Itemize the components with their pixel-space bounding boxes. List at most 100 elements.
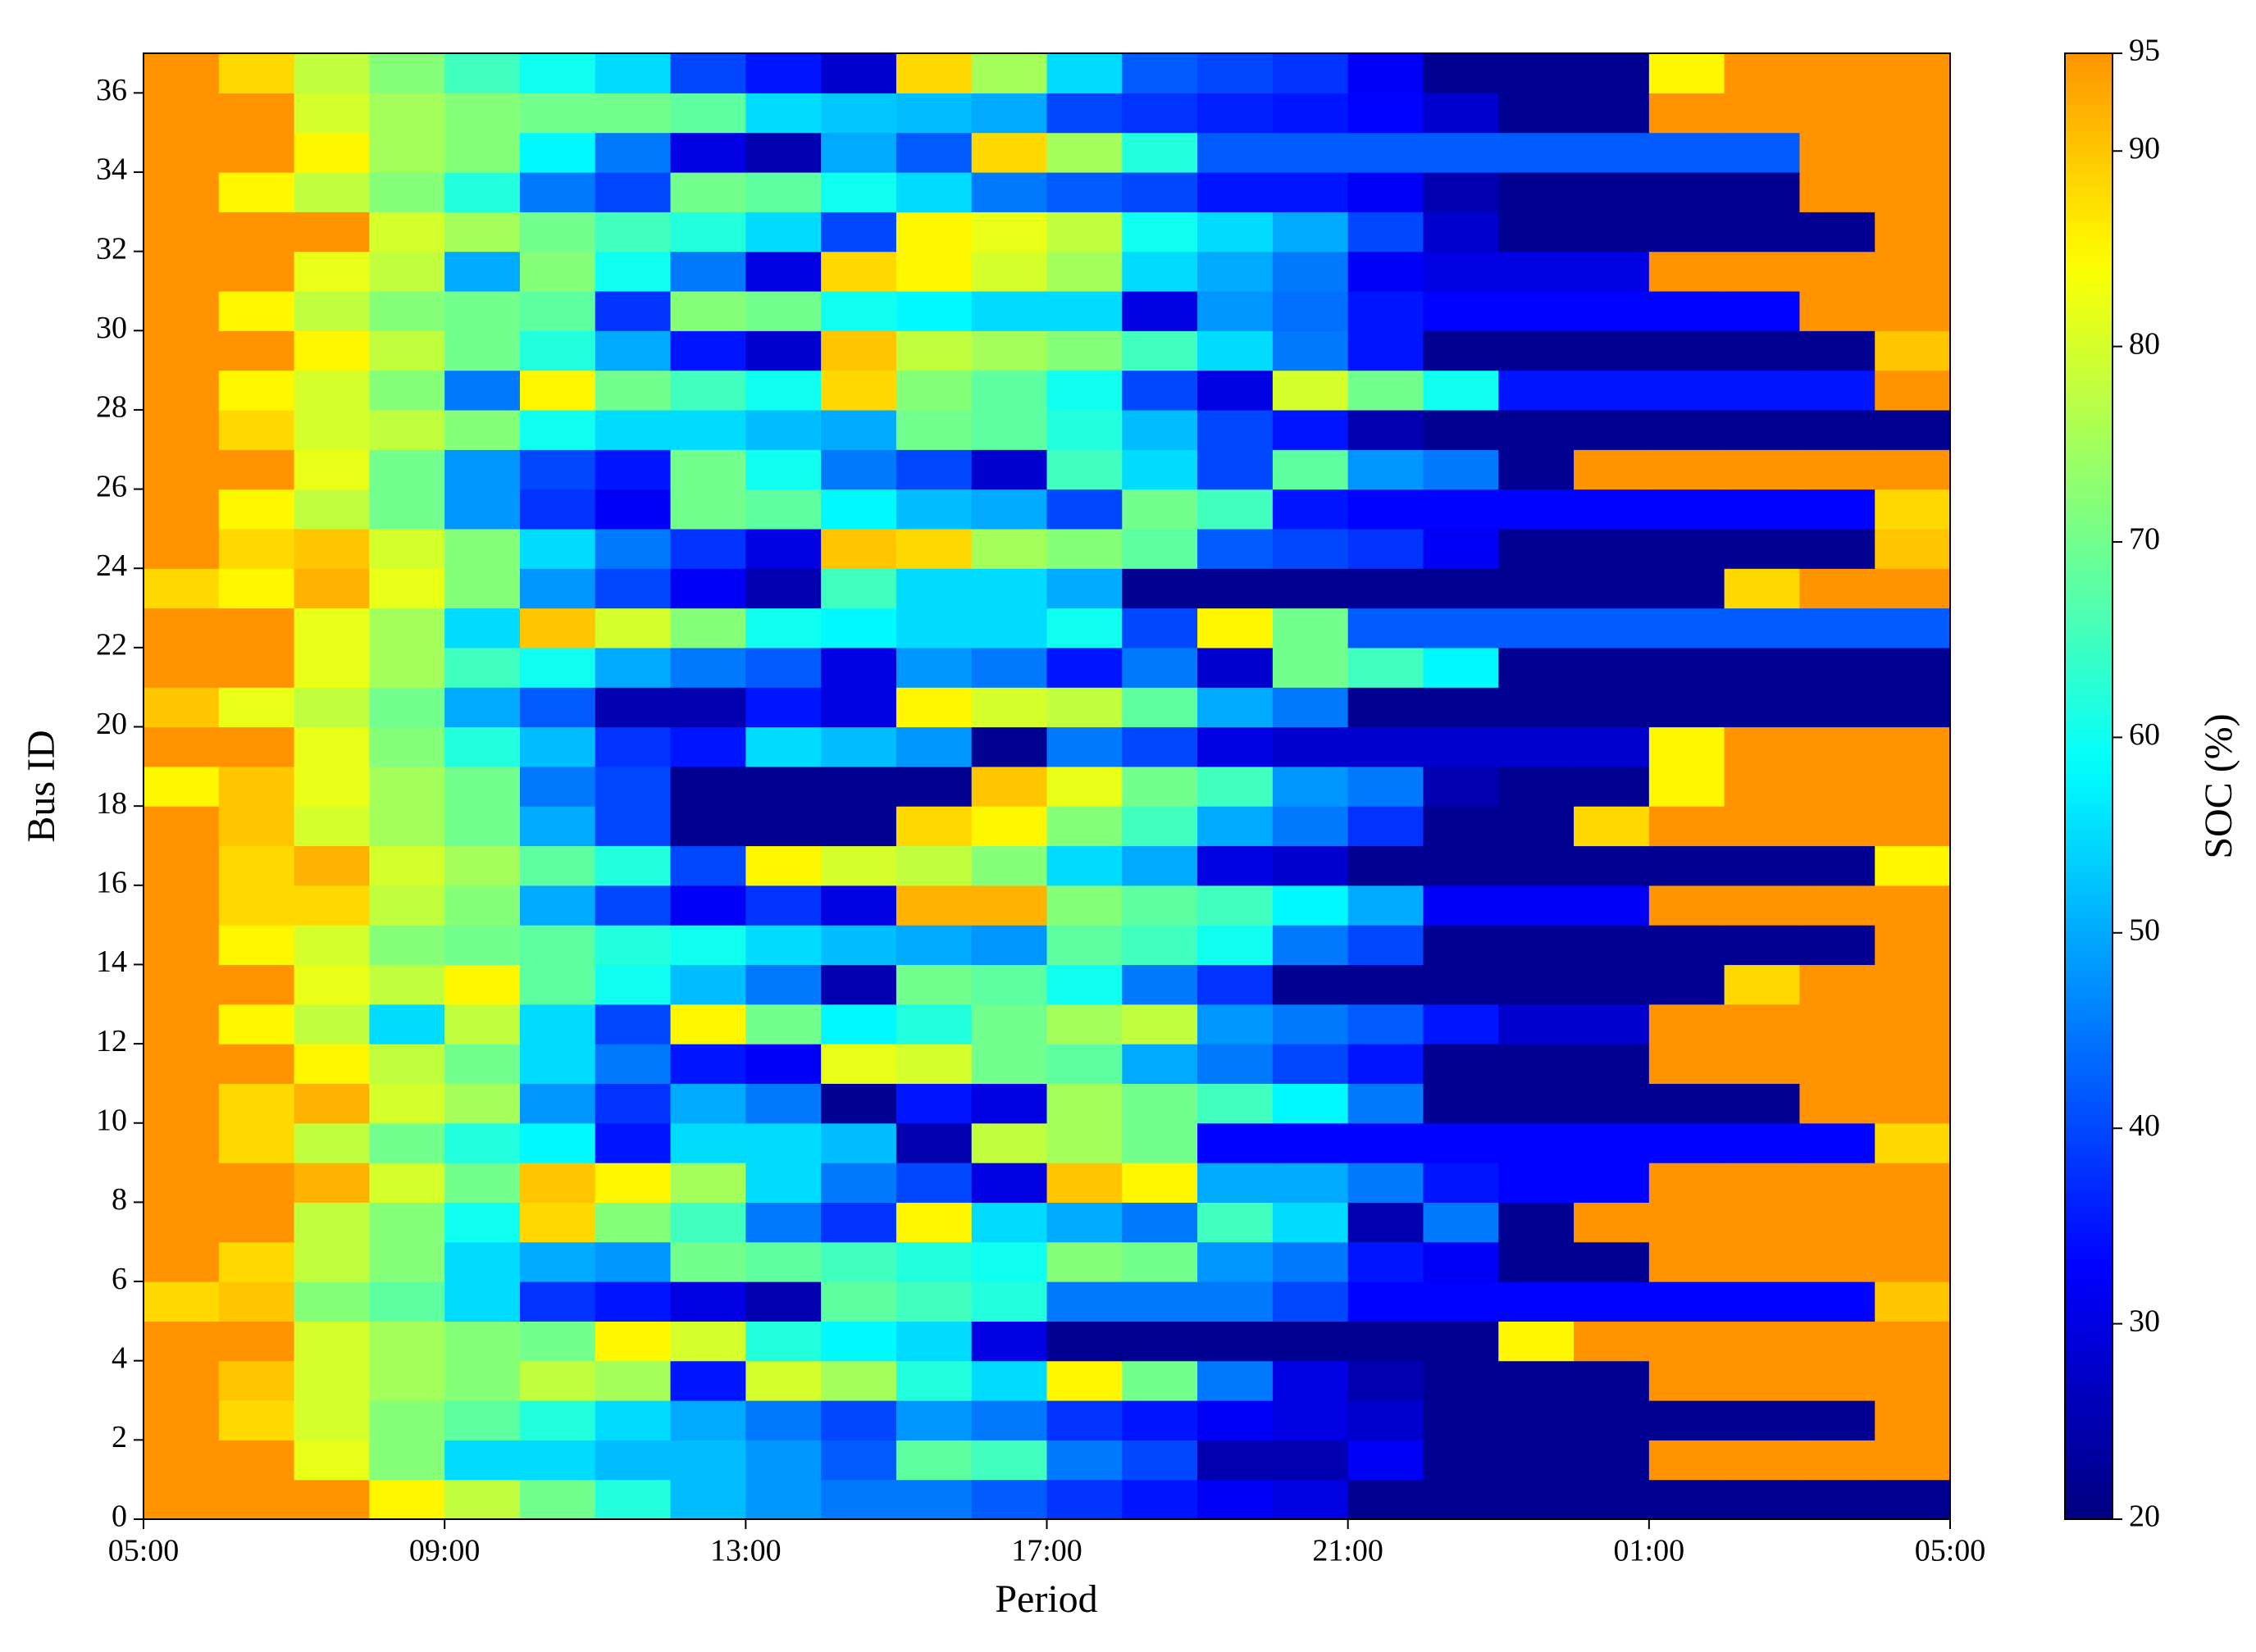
heat-cell <box>1799 528 1875 569</box>
heat-cell <box>670 885 746 926</box>
heat-cell <box>144 845 220 886</box>
heat-cell <box>1272 845 1349 886</box>
heat-cell <box>1648 1122 1725 1163</box>
heat-cell <box>444 806 521 847</box>
heat-cell <box>1875 1122 1951 1163</box>
heat-cell <box>218 608 295 649</box>
heat-cell <box>1197 1360 1274 1401</box>
heat-cell <box>519 845 596 886</box>
heat-cell <box>1347 1202 1424 1243</box>
y-tick-label: 32 <box>96 231 127 266</box>
heat-cell <box>1875 1163 1951 1204</box>
heat-cell <box>971 885 1048 926</box>
heat-cell <box>519 528 596 569</box>
heat-cell <box>218 964 295 1005</box>
heat-cell <box>1272 1122 1349 1163</box>
heat-cell <box>745 1281 822 1322</box>
heat-cell <box>1498 1202 1575 1243</box>
heat-cell <box>369 647 445 688</box>
heat-cell <box>1122 93 1198 134</box>
heat-cell <box>1272 330 1349 371</box>
heat-cell <box>595 370 672 411</box>
heat-cell <box>896 1122 973 1163</box>
heat-cell <box>218 1122 295 1163</box>
heat-cell <box>1648 370 1725 411</box>
heat-cell <box>1272 1440 1349 1481</box>
heat-cell <box>595 845 672 886</box>
heat-cell <box>1875 1083 1951 1124</box>
heat-cell <box>971 845 1048 886</box>
heat-cell <box>1574 885 1650 926</box>
y-tick-label: 22 <box>96 628 127 662</box>
heat-cell <box>1724 132 1801 173</box>
y-tick-label: 10 <box>96 1103 127 1137</box>
heat-cell <box>294 726 370 767</box>
heat-cell <box>1724 330 1801 371</box>
heat-cell <box>1875 1321 1951 1362</box>
heat-cell <box>821 1163 897 1204</box>
heat-cell <box>896 806 973 847</box>
heat-cell <box>444 409 521 450</box>
heat-cell <box>1875 528 1951 569</box>
heat-cell <box>369 93 445 134</box>
heat-cell <box>1423 1321 1499 1362</box>
heat-cell <box>821 290 897 331</box>
heat-cell <box>821 964 897 1005</box>
heat-cell <box>1197 806 1274 847</box>
heat-cell <box>294 885 370 926</box>
heat-cell <box>1272 449 1349 490</box>
heat-cell <box>1272 1163 1349 1204</box>
heat-cell <box>971 1400 1048 1440</box>
heat-cell <box>1122 1360 1198 1401</box>
heat-cell <box>1799 726 1875 767</box>
heat-cell <box>595 449 672 490</box>
heat-cell <box>519 449 596 490</box>
heat-cell <box>1724 687 1801 728</box>
heat-cell <box>745 845 822 886</box>
heat-cell <box>1574 330 1650 371</box>
heat-cell <box>1648 1003 1725 1044</box>
heat-cell <box>896 568 973 609</box>
heat-cell <box>896 687 973 728</box>
heat-cell <box>971 726 1048 767</box>
heat-cell <box>294 1281 370 1322</box>
heat-cell <box>1272 132 1349 173</box>
heat-cell <box>369 845 445 886</box>
heat-cell <box>1423 1440 1499 1481</box>
heat-cell <box>1724 449 1801 490</box>
heat-cell <box>1197 647 1274 688</box>
y-tick-label: 26 <box>96 469 127 503</box>
heat-cell <box>1347 1400 1424 1440</box>
heat-cell <box>971 687 1048 728</box>
heat-cell <box>1046 53 1123 93</box>
heat-cell <box>369 1479 445 1520</box>
heat-cell <box>971 1360 1048 1401</box>
heat-cell <box>294 1044 370 1085</box>
heat-cell <box>144 647 220 688</box>
colorbar-tick-label: 60 <box>2129 717 2160 752</box>
heat-cell <box>1347 370 1424 411</box>
y-tick-label: 14 <box>96 944 127 979</box>
heat-cell <box>821 330 897 371</box>
heat-cell <box>1347 1163 1424 1204</box>
heat-cell <box>444 568 521 609</box>
heat-cell <box>745 1400 822 1440</box>
heat-cell <box>144 528 220 569</box>
heat-cell <box>1574 608 1650 649</box>
heat-cell <box>1197 964 1274 1005</box>
heat-cell <box>519 330 596 371</box>
heat-cell <box>595 647 672 688</box>
heat-cell <box>1122 251 1198 292</box>
heat-cell <box>745 885 822 926</box>
heat-cell <box>444 885 521 926</box>
heat-cell <box>896 766 973 807</box>
heat-cell <box>1122 1003 1198 1044</box>
heat-cell <box>218 1003 295 1044</box>
heat-cell <box>821 528 897 569</box>
heat-cell <box>1046 608 1123 649</box>
heat-cell <box>218 1281 295 1322</box>
heat-cell <box>971 1281 1048 1322</box>
heat-cell <box>218 370 295 411</box>
heat-cell <box>821 925 897 966</box>
heat-cell <box>144 132 220 173</box>
